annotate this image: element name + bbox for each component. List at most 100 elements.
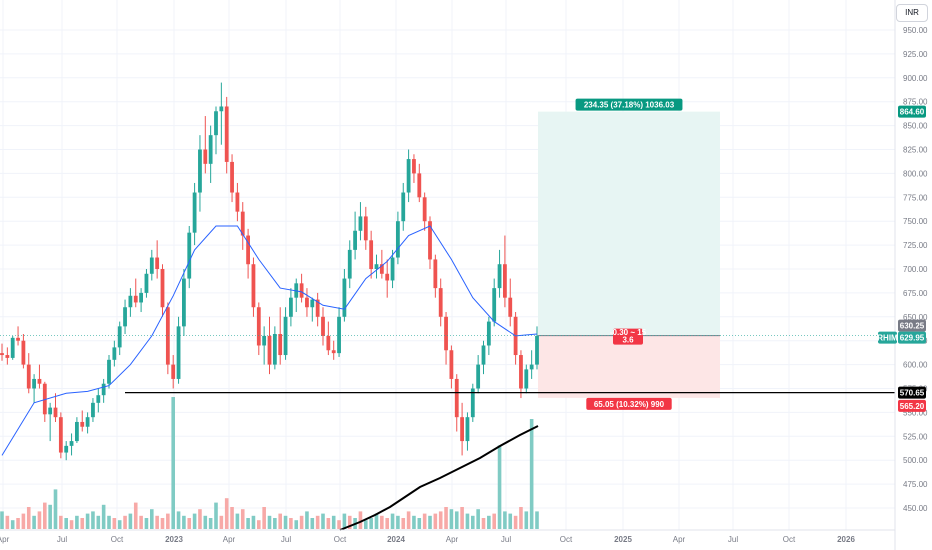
- candle-body: [412, 159, 416, 174]
- candle: [128, 288, 133, 317]
- candle-body: [203, 149, 208, 164]
- candle-body: [524, 369, 529, 389]
- candle: [519, 350, 523, 399]
- volume-bar: [342, 513, 347, 529]
- volume-bar: [80, 518, 85, 529]
- x-tick-label: 2024: [387, 535, 405, 544]
- candle-body: [176, 326, 181, 379]
- volume-bar: [16, 518, 20, 529]
- volume-bar: [337, 520, 341, 529]
- candle: [396, 211, 400, 265]
- volume-bar: [69, 520, 74, 529]
- volume-bar: [315, 515, 320, 529]
- volume-bar: [262, 507, 266, 529]
- candle-body: [75, 421, 79, 442]
- volume-bar: [0, 511, 4, 529]
- volume-bar: [112, 518, 117, 529]
- candle-body: [21, 340, 26, 365]
- candle: [326, 321, 331, 356]
- candle: [289, 288, 293, 327]
- target-label: 234.35 (37.18%) 1036.03: [575, 98, 683, 111]
- volume-bar: [240, 509, 245, 529]
- candle-body: [305, 297, 309, 308]
- candle-body: [64, 445, 69, 453]
- price-axis[interactable]: 450.00475.00500.00525.00550.00575.00600.…: [894, 0, 928, 550]
- volume-bar: [101, 504, 106, 529]
- volume-bar: [294, 520, 299, 529]
- candle: [26, 353, 31, 394]
- candle-body: [112, 347, 117, 360]
- candle-body: [16, 337, 20, 341]
- candle: [53, 393, 58, 422]
- volume-bar: [444, 507, 448, 529]
- candle-body: [481, 345, 486, 365]
- candle-body: [133, 295, 138, 303]
- candle: [85, 412, 90, 434]
- volume-bar: [321, 513, 325, 529]
- candle: [497, 249, 502, 298]
- candle: [417, 163, 422, 203]
- long-position-zones[interactable]: [538, 111, 720, 398]
- price-tag-text: 570.65: [900, 389, 925, 398]
- time-axis[interactable]: Apr Jul Oct 2023 Apr Jul Oct 2024 Apr Jul Oct 2025 A…: [0, 529, 895, 544]
- volume-bar: [208, 518, 213, 529]
- volume-bar: [380, 515, 384, 529]
- price-tag-bg: [898, 319, 926, 332]
- volume-bar: [406, 511, 411, 529]
- candle-body: [272, 334, 277, 365]
- candle-body: [486, 321, 491, 346]
- candle-body: [444, 316, 448, 351]
- candle: [91, 398, 95, 422]
- candle-body: [101, 383, 106, 396]
- candle-body: [96, 395, 101, 403]
- volume-bar: [278, 513, 282, 529]
- volume-bar: [310, 518, 315, 529]
- x-tick-label: 2023: [165, 535, 183, 544]
- volume-bar: [273, 518, 277, 529]
- candle: [412, 154, 416, 183]
- volume-bar: [331, 515, 336, 529]
- volume-bar: [224, 498, 229, 529]
- volume-bar: [10, 520, 15, 529]
- volume-bar: [246, 518, 250, 529]
- y-tick-label: 600.00: [903, 361, 928, 370]
- candle-body: [363, 216, 368, 241]
- volume-bar: [481, 518, 486, 529]
- candle: [337, 307, 341, 357]
- x-tick-label: Oct: [783, 535, 796, 544]
- y-tick-label: 850.00: [903, 122, 928, 131]
- candle: [117, 321, 122, 356]
- volume-bar: [144, 518, 149, 529]
- candle: [369, 230, 374, 279]
- candle: [481, 340, 486, 375]
- candle-body: [235, 192, 240, 212]
- candle: [112, 340, 117, 367]
- volume-bar: [347, 515, 352, 529]
- candle-body: [358, 216, 363, 231]
- x-tick-label: Apr: [673, 535, 686, 544]
- candle: [123, 299, 127, 335]
- candle: [176, 316, 181, 384]
- candle-body: [460, 417, 464, 442]
- candle: [192, 182, 197, 246]
- candle: [283, 307, 288, 360]
- candle-body: [278, 334, 283, 356]
- candle-body: [208, 135, 213, 164]
- volume-bar: [37, 511, 42, 529]
- center-label-line1: -0.30 ~ 15: [610, 328, 647, 337]
- volume-bar: [166, 513, 170, 529]
- candle: [401, 182, 406, 231]
- candle-body: [53, 407, 58, 418]
- y-tick-label: 450.00: [903, 504, 928, 513]
- candle: [235, 182, 240, 222]
- candle: [454, 374, 459, 432]
- candle-body: [187, 232, 192, 279]
- candle-body: [347, 249, 352, 279]
- currency-button[interactable]: INR: [896, 4, 928, 22]
- x-tick-label: 2025: [614, 535, 632, 544]
- candle: [42, 381, 47, 422]
- center-label: -0.30 ~ 153.6: [610, 328, 647, 345]
- candle-body: [5, 355, 10, 358]
- candle: [331, 340, 336, 360]
